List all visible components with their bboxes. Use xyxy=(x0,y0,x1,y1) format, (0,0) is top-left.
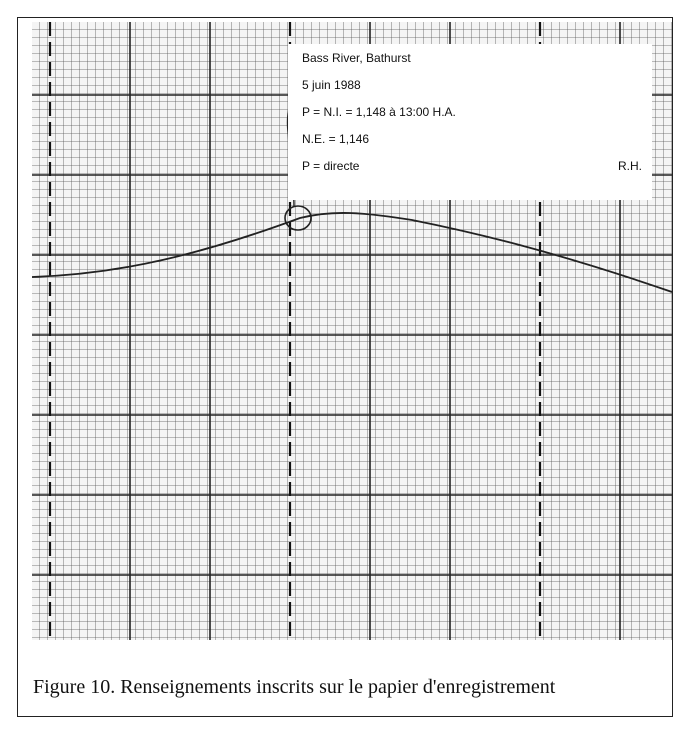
note-line: N.E. = 1,146 xyxy=(302,132,369,146)
recording-paper: Bass River, Bathurst 5 juin 1988 P = N.I… xyxy=(32,22,672,640)
note-line: P = N.I. = 1,148 à 13:00 H.A. xyxy=(302,105,456,119)
note-line: 5 juin 1988 xyxy=(302,78,361,92)
caption: Figure 10. Renseignements inscrits sur l… xyxy=(33,676,555,699)
note-initials: R.H. xyxy=(618,159,642,173)
note-box xyxy=(288,44,652,200)
page: Bass River, Bathurst 5 juin 1988 P = N.I… xyxy=(0,0,693,736)
note-line: Bass River, Bathurst xyxy=(302,51,411,65)
note-line: P = directe xyxy=(302,159,360,173)
note: Bass River, Bathurst 5 juin 1988 P = N.I… xyxy=(288,44,652,200)
